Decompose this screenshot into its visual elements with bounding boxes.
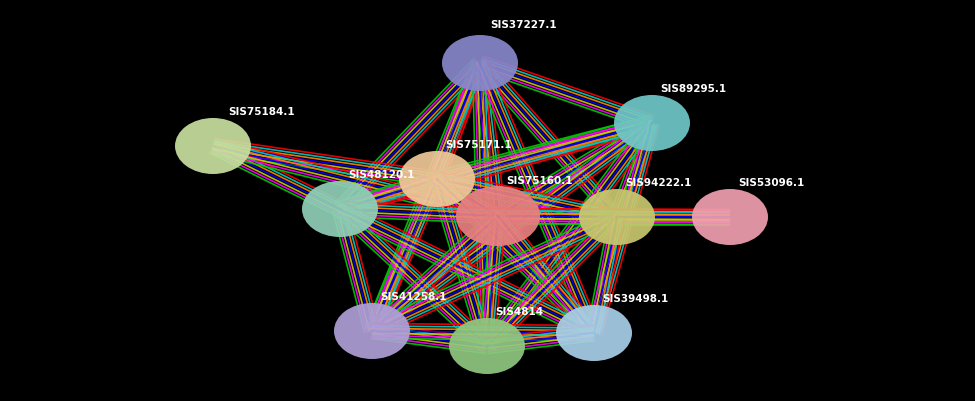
Text: SIS75171.1: SIS75171.1 (445, 140, 512, 150)
Text: SIS39498.1: SIS39498.1 (602, 293, 668, 303)
Text: SIS75184.1: SIS75184.1 (228, 107, 294, 117)
Ellipse shape (449, 318, 525, 374)
Ellipse shape (456, 186, 540, 246)
Ellipse shape (556, 305, 632, 361)
Ellipse shape (334, 303, 410, 359)
Text: SIS75160.1: SIS75160.1 (506, 176, 572, 186)
Ellipse shape (442, 36, 518, 92)
Text: SIS41258.1: SIS41258.1 (380, 291, 447, 301)
Ellipse shape (302, 182, 378, 237)
Text: SIS4814: SIS4814 (495, 306, 543, 316)
Ellipse shape (614, 96, 690, 152)
Ellipse shape (399, 152, 475, 207)
Text: SIS48120.1: SIS48120.1 (348, 170, 414, 180)
Ellipse shape (175, 119, 251, 174)
Text: SIS53096.1: SIS53096.1 (738, 178, 804, 188)
Text: SIS94222.1: SIS94222.1 (625, 178, 691, 188)
Ellipse shape (692, 190, 768, 245)
Text: SIS89295.1: SIS89295.1 (660, 84, 726, 94)
Text: SIS37227.1: SIS37227.1 (490, 20, 557, 30)
Ellipse shape (579, 190, 655, 245)
